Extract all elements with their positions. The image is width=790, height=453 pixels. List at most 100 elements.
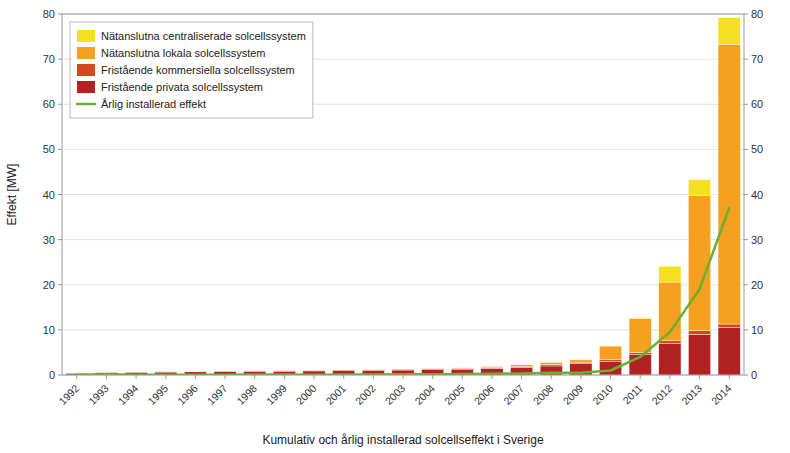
bar [184, 371, 206, 372]
grid-line [62, 284, 744, 285]
legend-label: Fristående kommersiella solcellssystem [101, 64, 295, 76]
x-tick-label: 2007 [501, 382, 526, 407]
x-tick [76, 375, 77, 379]
bar [155, 371, 177, 372]
bar [333, 370, 355, 371]
y-tick-label: 50 [43, 143, 55, 155]
x-tick [136, 375, 137, 379]
bar [688, 195, 710, 330]
plot-frame [62, 14, 744, 375]
legend-swatch [77, 30, 95, 42]
x-tick-label: 1995 [145, 382, 170, 407]
grid-line [62, 239, 744, 240]
legend: Nätanslutna centraliserade solcellssyste… [70, 22, 313, 118]
x-tick [580, 375, 581, 379]
bar [688, 334, 710, 375]
bar [659, 341, 681, 344]
x-tick [225, 375, 226, 379]
y-tick [58, 14, 62, 15]
bar [688, 180, 710, 196]
x-tick [165, 375, 166, 379]
bar [629, 352, 651, 354]
y-tick-label: 0 [49, 369, 55, 381]
bar [659, 343, 681, 375]
bar [362, 369, 384, 371]
bar [451, 367, 473, 368]
x-tick-label: 2005 [442, 382, 467, 407]
x-tick [640, 375, 641, 379]
x-tick-label: 2000 [293, 382, 318, 407]
bar [125, 372, 147, 373]
y2-tick [744, 194, 748, 195]
x-tick-label: 1997 [204, 382, 229, 407]
x-tick [314, 375, 315, 379]
y-tick [58, 149, 62, 150]
y2-tick [744, 284, 748, 285]
chart: 0102030405060708001020304050607080199219… [0, 0, 790, 453]
y-tick-label: 40 [43, 189, 55, 201]
x-tick [284, 375, 285, 379]
bar [510, 364, 532, 365]
x-tick-label: 2011 [620, 382, 645, 407]
bar [184, 371, 206, 372]
y-axis: 01020304050607080 [43, 8, 62, 381]
bar [392, 369, 414, 370]
bar [303, 370, 325, 371]
x-tick-label: 1999 [264, 382, 289, 407]
y-tick-label: 30 [43, 234, 55, 246]
x-tick-label: 1994 [116, 382, 141, 407]
y-tick [58, 375, 62, 376]
y2-tick [744, 329, 748, 330]
y2-tick-label: 80 [751, 8, 763, 20]
bar [481, 366, 503, 368]
bar [392, 369, 414, 371]
bar [422, 368, 444, 370]
y2-tick-label: 50 [751, 143, 763, 155]
bar [244, 370, 266, 371]
bar [184, 371, 206, 372]
bar [125, 372, 147, 373]
x-tick-label: 2010 [590, 382, 615, 407]
bar [155, 371, 177, 372]
bar-series [422, 44, 741, 369]
y2-tick [744, 104, 748, 105]
y-tick-label: 60 [43, 98, 55, 110]
x-tick [521, 375, 522, 379]
legend-label: Nätanslutna lokala solcellssystem [101, 47, 265, 59]
bar [303, 370, 325, 371]
bar [244, 370, 266, 371]
bar [333, 370, 355, 371]
y-tick [58, 104, 62, 105]
bar [214, 371, 236, 372]
x-tick [254, 375, 255, 379]
bar [422, 368, 444, 369]
x-tick [106, 375, 107, 379]
y2-tick-label: 70 [751, 53, 763, 65]
bar [451, 368, 473, 370]
y-tick [58, 284, 62, 285]
y2-tick [744, 375, 748, 376]
bar [599, 346, 621, 347]
bar [155, 371, 177, 372]
bar [718, 18, 740, 45]
bar [570, 362, 592, 364]
y-tick [58, 239, 62, 240]
bar [244, 370, 266, 371]
bar [570, 360, 592, 362]
legend-label: Nätanslutna centraliserade solcellssyste… [101, 30, 306, 42]
y2-tick-label: 30 [751, 234, 763, 246]
bar [659, 266, 681, 282]
legend-frame [70, 22, 313, 118]
x-tick-label: 2013 [679, 382, 704, 407]
y2-tick-label: 10 [751, 324, 763, 336]
y2-tick-label: 40 [751, 189, 763, 201]
bar [422, 368, 444, 369]
x-tick-label: 2009 [560, 382, 585, 407]
bar [540, 365, 562, 366]
x-tick-label: 1996 [175, 382, 200, 407]
x-tick-label: 2006 [471, 382, 496, 407]
x-tick [432, 375, 433, 379]
grid-line [62, 149, 744, 150]
bar [303, 370, 325, 372]
x-tick-label: 1998 [234, 382, 259, 407]
